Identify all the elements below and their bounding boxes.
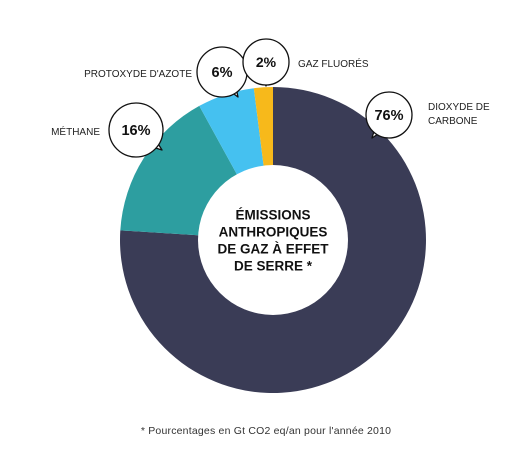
slice-value-label: 6%: [212, 65, 233, 81]
callout-1: 16% MÉTHANE: [51, 102, 164, 158]
chart-title-line: DE GAZ À EFFET: [218, 242, 330, 257]
slice-value-label: 76%: [374, 108, 403, 124]
callout-0: 76% DIOXYDE DE CARBONE: [365, 91, 490, 139]
slice-name-line: DIOXYDE DE: [428, 102, 490, 113]
slice-name-line: MÉTHANE: [51, 125, 100, 138]
chart-title-line: DE SERRE *: [234, 259, 313, 274]
center-circle: [198, 165, 348, 315]
slice-name-label: MÉTHANE: [51, 125, 100, 138]
slice-name-line: CARBONE: [428, 116, 478, 127]
slice-name-line: PROTOXYDE D'AZOTE: [84, 69, 192, 80]
footnote: * Pourcentages en Gt CO2 eq/an pour l'an…: [140, 425, 392, 437]
slice-value-label: 2%: [256, 54, 277, 70]
slice-value-label: 16%: [121, 123, 150, 139]
callout-2: 6% PROTOXYDE D'AZOTE: [84, 46, 248, 98]
chart-title-line: ANTHROPIQUES: [219, 225, 328, 240]
slice-name-label: GAZ FLUORÉS: [298, 57, 369, 70]
callout-bubble: [365, 91, 413, 139]
chart-title-line: ÉMISSIONS: [235, 208, 310, 223]
callouts-group: 76% DIOXYDE DE CARBONE 16% MÉTHANE 6% PROTOXYD…: [51, 38, 490, 158]
callout-bubble: [242, 38, 290, 86]
slice-name-label: PROTOXYDE D'AZOTE: [84, 69, 192, 80]
callout-3: 2% GAZ FLUORÉS: [242, 38, 369, 87]
slice-name-line: GAZ FLUORÉS: [298, 57, 369, 70]
chart-title: ÉMISSIONS ANTHROPIQUES DE GAZ À EFFET DE SE…: [218, 208, 330, 274]
callout-bubble: [108, 102, 164, 158]
slice-name-label: DIOXYDE DE CARBONE: [428, 102, 490, 127]
